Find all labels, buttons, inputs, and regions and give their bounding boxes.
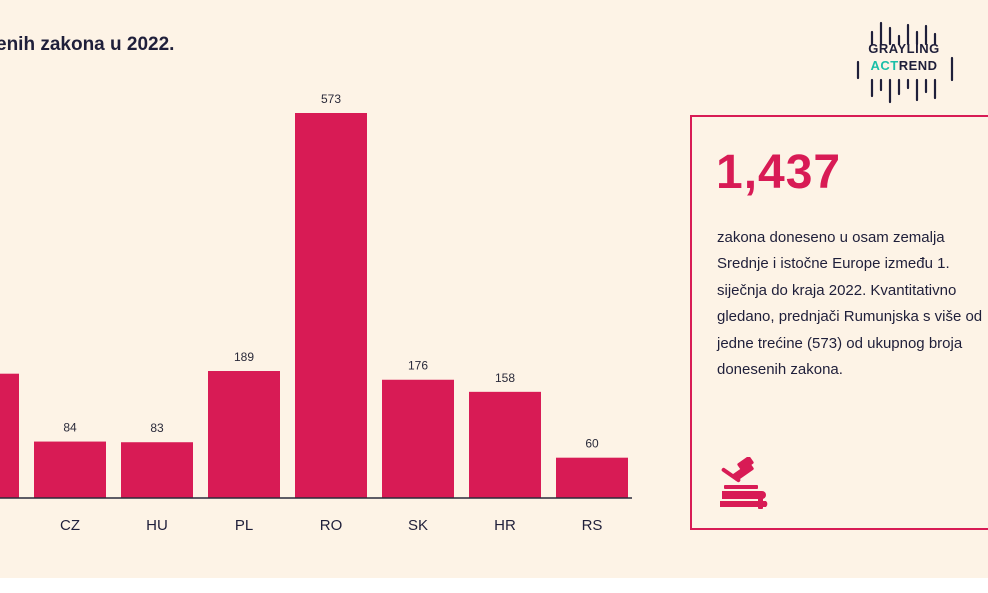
logo-wordmark-act: ACT xyxy=(870,58,899,73)
logo-bars-icon xyxy=(856,21,954,104)
bar-rs xyxy=(556,457,628,498)
info-box: 1,437 zakona doneseno u osam zemalja Sre… xyxy=(690,115,988,530)
bars-group xyxy=(0,113,628,498)
x-tick-label: CZ xyxy=(60,517,80,534)
bar-hr xyxy=(469,391,541,498)
bar-first xyxy=(0,373,19,498)
labels-group: 84 CZ 83 HU 189 PL 573 RO 176 SK 158 HR 60 RS xyxy=(60,92,602,534)
x-tick-label: PL xyxy=(235,517,253,534)
info-description: zakona doneseno u osam zemalja Srednje i… xyxy=(717,229,983,379)
bar-value-label: 573 xyxy=(321,92,341,106)
x-tick-label: SK xyxy=(408,517,428,534)
bar-value-label: 83 xyxy=(150,421,164,435)
bar-sk xyxy=(382,379,454,498)
bar-value-label: 84 xyxy=(63,421,77,435)
x-tick-label: HR xyxy=(494,517,516,534)
x-tick-label: RS xyxy=(582,517,603,534)
bar-cz xyxy=(34,441,106,498)
bar-value-label: 176 xyxy=(408,359,428,373)
x-tick-label: RO xyxy=(320,517,343,534)
logo-wordmark-bottom: ACTREND xyxy=(848,58,960,73)
gavel-icon xyxy=(720,457,768,509)
logo-wordmark-top: GRAYLING xyxy=(868,41,940,56)
bar-value-label: 158 xyxy=(495,371,515,385)
bar-chart: 84 CZ 83 HU 189 PL 573 RO 176 SK 158 HR 60 RS xyxy=(0,92,632,534)
bar-pl xyxy=(208,371,280,498)
bar-value-label: 60 xyxy=(585,437,599,451)
total-laws-number: 1,437 xyxy=(716,146,842,199)
infographic-canvas: enih zakona u 2022. 84 CZ 83 HU 189 PL 573 RO 17… xyxy=(0,0,988,578)
chart-title: enih zakona u 2022. xyxy=(0,34,175,55)
bar-hu xyxy=(121,442,193,498)
grayling-actrend-logo: GRAYLING ACTREND xyxy=(848,12,960,104)
logo-wordmark-rend: REND xyxy=(898,58,938,73)
bar-value-label: 189 xyxy=(234,350,254,364)
x-tick-label: HU xyxy=(146,517,168,534)
bar-ro xyxy=(295,113,367,498)
